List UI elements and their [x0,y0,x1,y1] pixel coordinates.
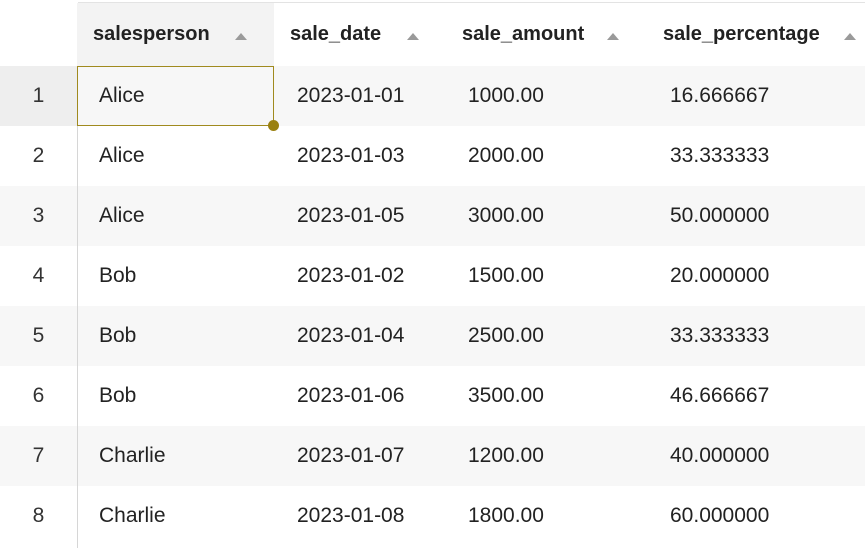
column-header-label: salesperson [93,23,210,45]
cell-sale-amount[interactable]: 2500.00 [468,324,544,347]
cell-sale-date[interactable]: 2023-01-01 [297,84,405,107]
row-index[interactable]: 6 [32,384,45,407]
table-row: 1 Alice 2023-01-01 1000.00 16.666667 [0,66,865,126]
row-index[interactable]: 8 [32,504,45,527]
column-header-label: sale_amount [462,23,585,45]
cell-sale-date[interactable]: 2023-01-04 [297,324,405,347]
table-row: 3 Alice 2023-01-05 3000.00 50.000000 [0,186,865,246]
cell-sale-percentage[interactable]: 33.333333 [670,144,770,167]
column-header-sale-amount[interactable]: sale_amount [446,3,646,66]
row-index[interactable]: 2 [32,144,45,167]
cell-sale-amount[interactable]: 1800.00 [468,504,544,527]
row-index[interactable]: 1 [0,66,77,126]
column-header-label: sale_percentage [663,23,820,45]
cell-salesperson[interactable]: Alice [99,144,145,167]
index-column-divider [77,66,78,548]
table-row: 5 Bob 2023-01-04 2500.00 33.333333 [0,306,865,366]
row-index[interactable]: 4 [32,264,45,287]
cell-sale-percentage[interactable]: 60.000000 [670,504,770,527]
table-row: 6 Bob 2023-01-06 3500.00 46.666667 [0,366,865,426]
cell-sale-amount[interactable]: 1500.00 [468,264,544,287]
cell-sale-amount[interactable]: 2000.00 [468,144,544,167]
table-row: 2 Alice 2023-01-03 2000.00 33.333333 [0,126,865,186]
cell-salesperson[interactable]: Charlie [99,444,166,467]
cell-sale-date[interactable]: 2023-01-07 [297,444,405,467]
cell-sale-amount[interactable]: 1000.00 [468,84,544,107]
column-header-sale-date[interactable]: sale_date [274,3,446,66]
cell-salesperson[interactable]: Charlie [99,504,166,527]
cell-salesperson[interactable]: Bob [99,324,137,347]
sort-ascending-icon[interactable] [607,33,619,40]
column-header-label: sale_date [290,23,382,45]
row-index[interactable]: 3 [32,204,45,227]
cell-sale-amount[interactable]: 3000.00 [468,204,544,227]
fill-handle[interactable] [268,120,279,131]
table-row: 7 Charlie 2023-01-07 1200.00 40.000000 [0,426,865,486]
cell-sale-date[interactable]: 2023-01-02 [297,264,405,287]
cell-sale-amount[interactable]: 3500.00 [468,384,544,407]
sort-ascending-icon[interactable] [844,33,856,40]
cell-salesperson[interactable]: Alice [99,84,145,107]
cell-salesperson[interactable]: Bob [99,384,137,407]
cell-sale-percentage[interactable]: 33.333333 [670,324,770,347]
cell-sale-date[interactable]: 2023-01-08 [297,504,405,527]
column-header-salesperson[interactable]: salesperson [77,3,274,66]
cell-sale-percentage[interactable]: 46.666667 [670,384,770,407]
cell-sale-date[interactable]: 2023-01-06 [297,384,405,407]
cell-sale-percentage[interactable]: 40.000000 [670,444,770,467]
cell-sale-date[interactable]: 2023-01-05 [297,204,405,227]
cell-sale-percentage[interactable]: 20.000000 [670,264,770,287]
cell-salesperson[interactable]: Alice [99,204,145,227]
header-row: salesperson sale_date sale_amount sale_p… [0,0,865,66]
column-header-sale-percentage[interactable]: sale_percentage [646,3,865,66]
cell-salesperson[interactable]: Bob [99,264,137,287]
table-row: 4 Bob 2023-01-02 1500.00 20.000000 [0,246,865,306]
cell-sale-date[interactable]: 2023-01-03 [297,144,405,167]
cell-sale-amount[interactable]: 1200.00 [468,444,544,467]
header-divider [78,2,865,3]
table-row: 8 Charlie 2023-01-08 1800.00 60.000000 [0,486,865,548]
cell-sale-percentage[interactable]: 50.000000 [670,204,770,227]
row-index[interactable]: 7 [32,444,45,467]
cell-sale-percentage[interactable]: 16.666667 [670,84,770,107]
row-index[interactable]: 5 [32,324,45,347]
sort-ascending-icon[interactable] [235,33,247,40]
sort-ascending-icon[interactable] [407,33,419,40]
